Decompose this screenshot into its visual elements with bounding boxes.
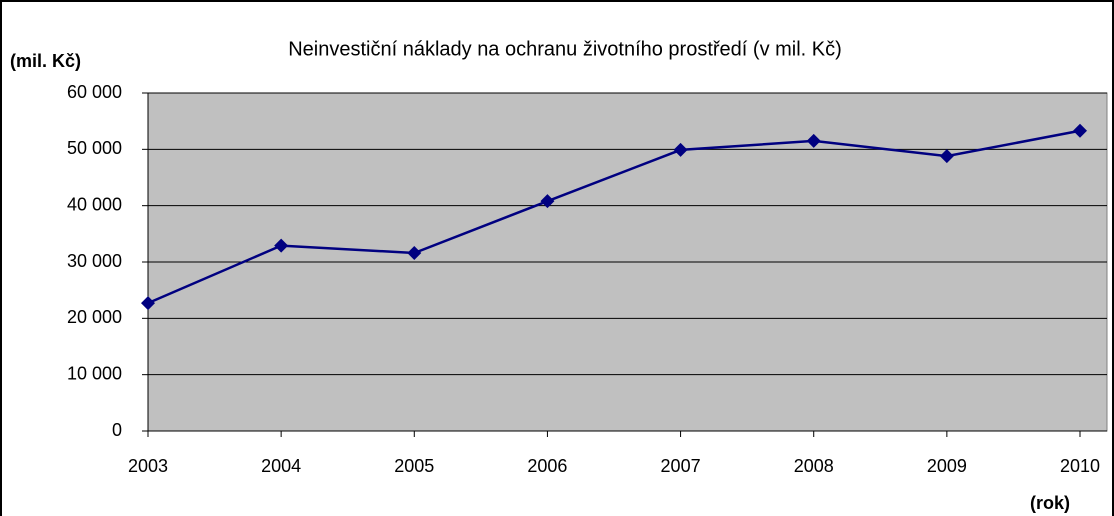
y-tick-label: 60 000 bbox=[67, 82, 122, 102]
y-tick-label: 40 000 bbox=[67, 194, 122, 214]
y-axis-label: (mil. Kč) bbox=[10, 51, 81, 71]
chart-title: Neinvestiční náklady na ochranu životníh… bbox=[288, 38, 842, 60]
x-tick-label: 2009 bbox=[927, 456, 967, 476]
y-tick-label: 20 000 bbox=[67, 307, 122, 327]
y-tick-label: 50 000 bbox=[67, 138, 122, 158]
x-tick-label: 2007 bbox=[661, 456, 701, 476]
data-point bbox=[141, 296, 155, 311]
x-tick-label: 2004 bbox=[261, 456, 301, 476]
line-series bbox=[147, 129, 1081, 305]
data-point bbox=[274, 238, 289, 253]
x-tick-label: 2008 bbox=[794, 456, 834, 476]
data-point bbox=[673, 142, 688, 157]
data-point bbox=[806, 133, 821, 148]
y-tick-label: 10 000 bbox=[67, 363, 122, 383]
y-tick-label: 30 000 bbox=[67, 251, 122, 271]
x-tick-label: 2005 bbox=[394, 456, 434, 476]
x-axis-label: (rok) bbox=[1030, 493, 1070, 513]
x-tick-label: 2010 bbox=[1060, 456, 1100, 476]
data-point bbox=[1073, 123, 1087, 138]
data-point bbox=[540, 194, 555, 209]
data-point bbox=[407, 245, 422, 260]
data-point bbox=[939, 149, 954, 164]
x-tick-label: 2006 bbox=[527, 456, 567, 476]
x-tick-label: 2003 bbox=[128, 456, 168, 476]
y-tick-label: 0 bbox=[112, 420, 122, 440]
